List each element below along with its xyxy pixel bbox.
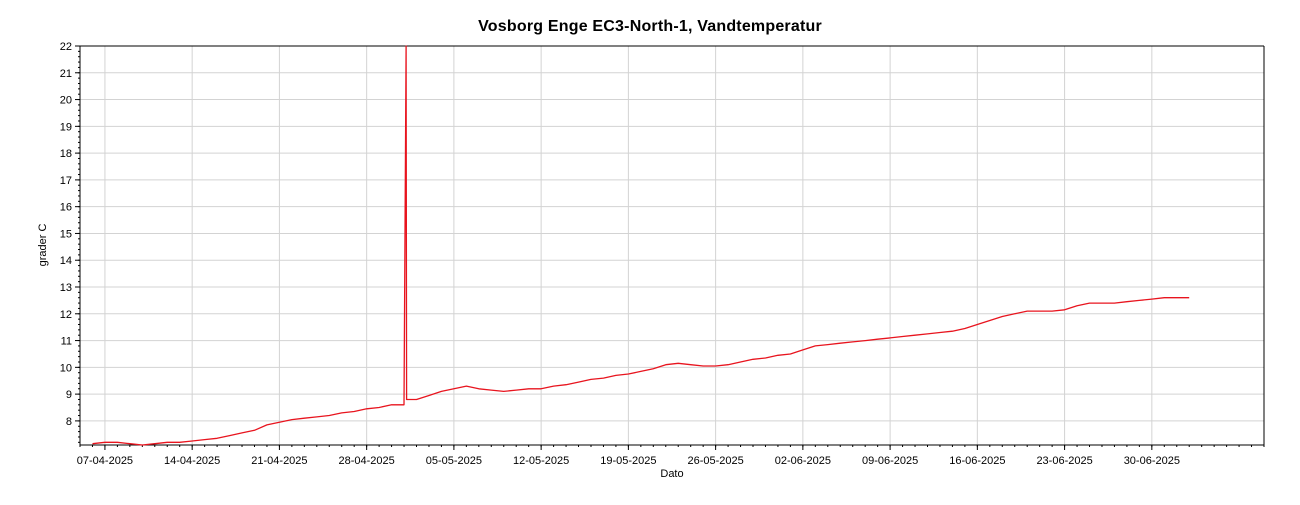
- chart-title: Vosborg Enge EC3-North-1, Vandtemperatur: [478, 18, 822, 35]
- x-tick-label: 26-05-2025: [687, 455, 743, 467]
- y-tick-label: 15: [60, 228, 72, 240]
- x-tick-label: 05-05-2025: [426, 455, 482, 467]
- y-tick-label: 14: [60, 255, 72, 267]
- x-tick-label: 30-06-2025: [1124, 455, 1180, 467]
- y-axis-label: grader C: [37, 224, 49, 267]
- x-tick-label: 23-06-2025: [1036, 455, 1092, 467]
- x-tick-label: 19-05-2025: [600, 455, 656, 467]
- x-tick-label: 16-06-2025: [949, 455, 1005, 467]
- y-tick-label: 20: [60, 95, 72, 107]
- y-tick-label: 11: [61, 336, 72, 348]
- x-tick-label: 21-04-2025: [251, 455, 307, 467]
- x-tick-label: 12-05-2025: [513, 455, 569, 467]
- x-tick-label: 07-04-2025: [77, 455, 133, 467]
- x-tick-label: 28-04-2025: [339, 455, 395, 467]
- x-tick-label: 14-04-2025: [164, 455, 220, 467]
- y-tick-label: 19: [60, 121, 72, 133]
- y-tick-label: 17: [60, 175, 72, 187]
- plot-area: [80, 46, 1264, 445]
- series-line: [92, 45, 1190, 446]
- y-tick-label: 16: [60, 202, 72, 214]
- y-tick-label: 13: [60, 282, 72, 294]
- x-axis-label: Dato: [660, 468, 683, 480]
- grid-layer: [80, 45, 1264, 445]
- y-tick-label: 10: [60, 362, 72, 374]
- y-tick-label: 9: [66, 389, 72, 401]
- y-tick-label: 21: [60, 68, 72, 80]
- axis-layer: 8 9 10 11 12 13 14 15 16 17 18 19 20 21 22 07-04-2025 14…: [60, 41, 1265, 467]
- x-tick-label: 02-06-2025: [775, 455, 831, 467]
- y-tick-label: 8: [66, 416, 72, 428]
- y-tick-label: 18: [60, 148, 72, 160]
- x-tick-label: 09-06-2025: [862, 455, 918, 467]
- y-tick-label: 12: [60, 309, 72, 321]
- series-layer: [92, 45, 1190, 446]
- y-tick-label: 22: [60, 41, 72, 53]
